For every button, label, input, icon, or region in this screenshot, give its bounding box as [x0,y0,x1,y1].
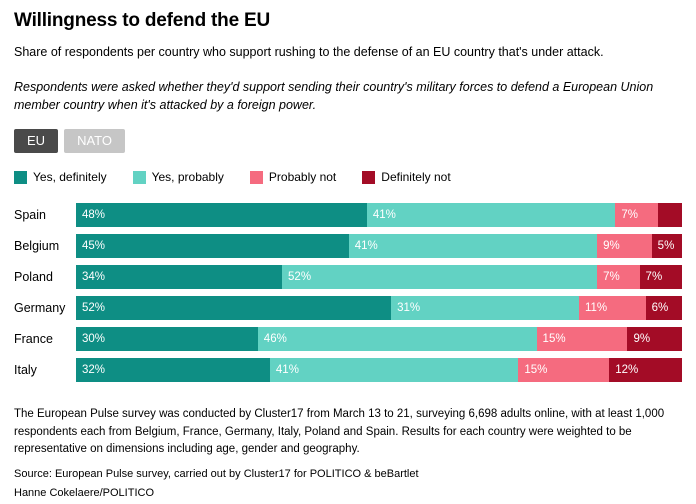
bar-segment: 45% [76,234,349,259]
bar-segment: 7% [639,265,682,290]
legend-item: Probably not [249,170,337,185]
bar-segment: 52% [282,265,598,290]
bar-segment: 34% [76,265,283,290]
data-label: 5% [657,240,675,253]
data-label: 31% [397,302,421,315]
bar-segment: 30% [76,327,258,352]
country-label: Italy [14,363,37,378]
author-credit: Hanne Cokelaere/POLITICO [14,487,155,500]
data-label: 52% [82,302,106,315]
bar-segment: 12% [609,358,682,383]
stacked-bar: 52% 31% 11% 6% [76,296,682,321]
legend: Yes, definitely Yes, probably Probably not… [14,170,682,184]
methodology-note: The European Pulse survey was conducted … [14,408,665,455]
legend-label: Probably not [268,170,337,185]
country-label: Spain [14,208,46,223]
legend-label: Yes, probably [151,170,224,185]
bar-segment: 7% [597,265,640,290]
legend-item: Yes, definitely [14,170,107,184]
data-label: 41% [372,209,396,222]
bar-segment: 41% [348,234,598,259]
legend-swatch [14,170,27,184]
bar-segment: 48% [76,203,367,228]
data-label: 52% [288,271,312,284]
bar-row: France 30% 46% 15% 9% [14,327,682,352]
bar-segment: 5% [651,234,682,259]
bar-segment: 7% [615,203,658,228]
data-label: 34% [82,271,106,284]
country-label: Belgium [14,239,60,254]
data-label: 45% [82,240,106,253]
bar-row: Spain 48% 41% 7% [14,203,682,228]
country-label: Germany [14,301,66,316]
tab-nato[interactable]: NATO [64,129,125,154]
country-label: France [14,332,53,347]
legend-item: Definitely not [362,170,451,185]
bar-segment: 41% [366,203,616,228]
bar-segment: 52% [76,296,392,321]
bar-segment: 32% [76,358,270,383]
data-label: 30% [82,333,106,346]
data-label: 46% [263,333,287,346]
data-label: 48% [82,209,106,222]
bar-segment: 15% [536,327,628,352]
data-label: 41% [354,240,378,253]
data-label: 7% [645,271,663,284]
stacked-bar: 34% 52% 7% 7% [76,265,682,290]
legend-swatch [249,170,263,184]
country-label: Poland [14,270,53,285]
stacked-bar: 48% 41% 7% [76,203,682,228]
data-label: 15% [524,364,548,377]
data-label: 7% [603,271,620,284]
bar-segment: 6% [645,296,682,321]
bar-segment: 41% [269,358,519,383]
chart-subtitle: Share of respondents per country who sup… [14,45,604,59]
bar-row: Poland 34% 52% 7% 7% [14,265,682,290]
data-label: 9% [603,240,620,253]
dataset-toggle: EU NATO [14,129,682,154]
legend-swatch [362,170,376,184]
stacked-bar-chart: Spain 48% 41% 7% Belgium 45% 41% 9% 5% Poland 34% 5… [14,203,682,383]
source-line: Source: European Pulse survey, carried o… [14,468,419,481]
stacked-bar: 45% 41% 9% 5% [76,234,682,259]
page-title: Willingness to defend the EU [14,10,271,31]
data-label: 7% [621,209,638,222]
data-label: 9% [633,333,651,346]
stacked-bar: 32% 41% 15% 12% [76,358,682,383]
tab-eu[interactable]: EU [14,129,59,154]
data-label: 6% [651,302,669,315]
data-label: 41% [275,364,299,377]
bar-row: Germany 52% 31% 11% 6% [14,296,682,321]
data-label: 15% [542,333,566,346]
legend-swatch [132,170,146,184]
bar-segment: 9% [627,327,682,352]
data-label: 32% [82,364,106,377]
chart-question-note: Respondents were asked whether they'd su… [14,79,654,112]
bar-row: Belgium 45% 41% 9% 5% [14,234,682,259]
bar-segment: 15% [518,358,610,383]
legend-item: Yes, probably [132,170,224,185]
data-label: 11% [584,302,608,315]
bar-row: Italy 32% 41% 15% 12% [14,358,682,383]
data-label: 12% [615,364,639,377]
bar-segment: 46% [257,327,537,352]
bar-segment [657,203,682,228]
stacked-bar: 30% 46% 15% 9% [76,327,682,352]
legend-label: Definitely not [381,170,451,185]
bar-segment: 9% [597,234,652,259]
bar-segment: 11% [578,296,646,321]
legend-label: Yes, definitely [33,170,107,185]
bar-segment: 31% [391,296,579,321]
